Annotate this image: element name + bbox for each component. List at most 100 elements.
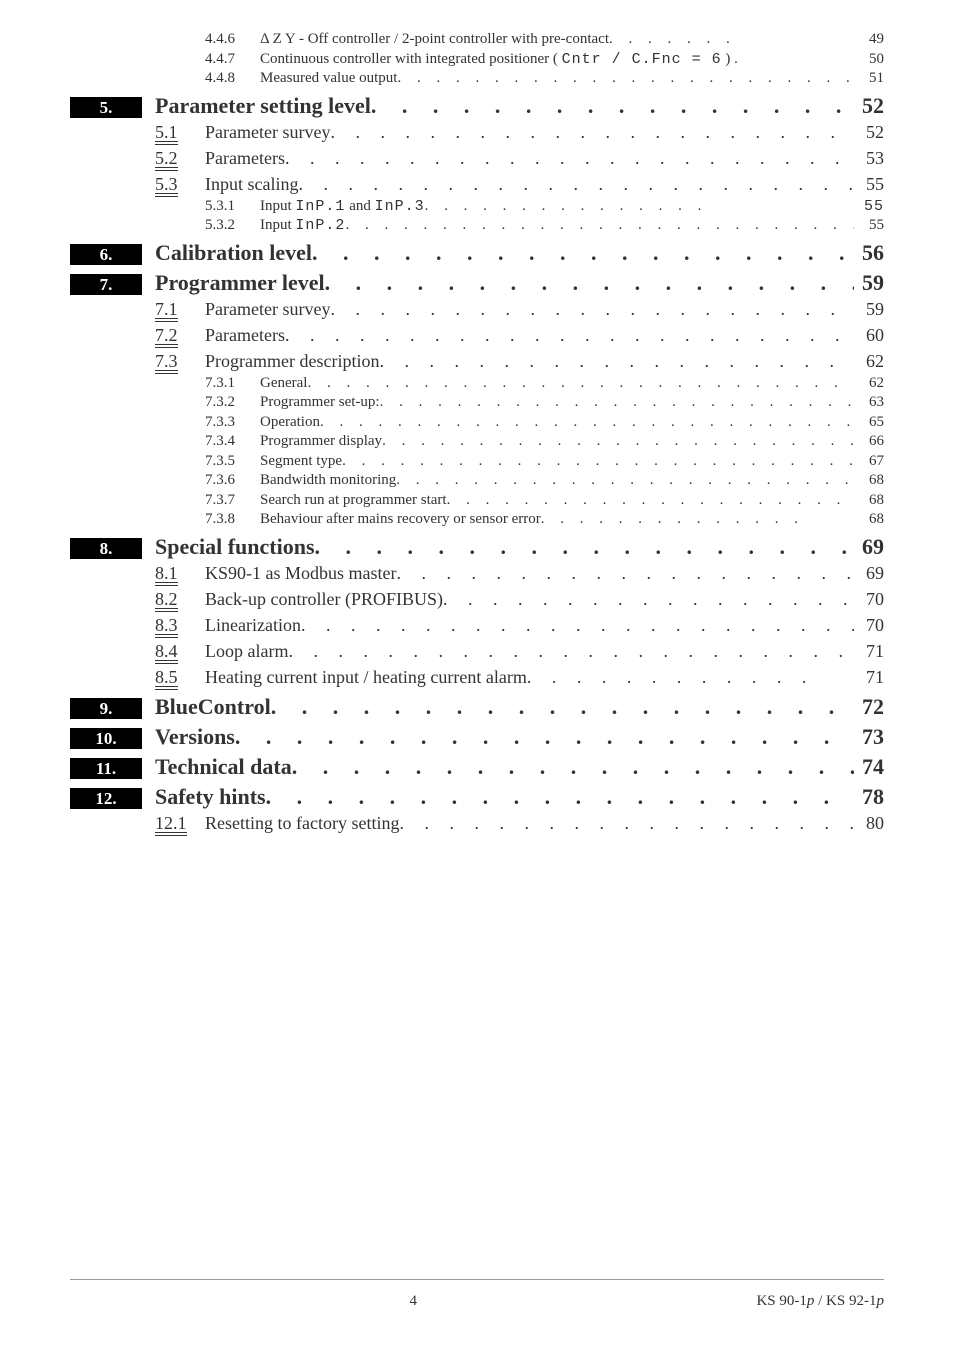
toc-number: 7.1 bbox=[155, 299, 205, 322]
toc-leader: . . . . . . . . . . . . . . . . . . . . … bbox=[379, 351, 854, 372]
toc-number: 7.3.8 bbox=[205, 510, 260, 530]
section-number: 8.3 bbox=[155, 616, 178, 638]
toc-page: 73 bbox=[854, 724, 884, 750]
toc-page: 59 bbox=[854, 270, 884, 296]
toc-number: 7.3.5 bbox=[205, 452, 260, 472]
toc-leader: . . . . . . . . . . . . . . . . . . . . … bbox=[397, 563, 855, 584]
toc-page: 62 bbox=[854, 374, 884, 394]
toc-leader: . . . . . . . . . . . . . . . . . . . . … bbox=[371, 93, 854, 119]
toc-label: Parameters bbox=[205, 148, 285, 169]
toc-page: 70 bbox=[854, 615, 884, 636]
toc-leader: . . . . . . . . . . . . . . . . . . . . … bbox=[271, 694, 854, 720]
toc-leader: . . . . . . . . . . . . . . . . . . . . … bbox=[380, 393, 854, 413]
toc-leader: . . . . . . . . . . . . . . . . . . . . … bbox=[320, 413, 854, 433]
toc-page: 68 bbox=[854, 471, 884, 491]
toc-row: 4.4.6Δ Z Y - Off controller / 2-point co… bbox=[70, 30, 884, 50]
toc-row: 8.1KS90-1 as Modbus master . . . . . . .… bbox=[70, 563, 884, 586]
chapter-box: 10. bbox=[70, 728, 142, 749]
toc-page: 66 bbox=[854, 432, 884, 452]
toc-page: 51 bbox=[854, 69, 884, 89]
section-number: 5.1 bbox=[155, 123, 178, 145]
toc-label: Input scaling bbox=[205, 174, 298, 195]
toc-leader: . . . . . . . . . . . . . . . . . . . . … bbox=[342, 452, 854, 472]
toc-row: 12.1Resetting to factory setting . . . .… bbox=[70, 813, 884, 836]
toc-page: 72 bbox=[854, 694, 884, 720]
toc-row: 9. BlueControl . . . . . . . . . . . . . … bbox=[70, 694, 884, 720]
toc-number: 8.3 bbox=[155, 615, 205, 638]
toc-number: 12. bbox=[70, 788, 155, 809]
toc-number: 7. bbox=[70, 274, 155, 295]
toc-label: Programmer level bbox=[155, 270, 325, 296]
toc-label: Input InP.1 and InP.3 bbox=[260, 197, 425, 217]
toc-row: 4.4.7Continuous controller with integrat… bbox=[70, 50, 884, 70]
toc-number: 5.1 bbox=[155, 122, 205, 145]
section-number: 7.2 bbox=[155, 326, 178, 348]
toc-leader: . . . . . . . . . . . . . . . . . . . . … bbox=[312, 240, 854, 266]
toc-label: Calibration level bbox=[155, 240, 312, 266]
toc-page: 65 bbox=[854, 413, 884, 433]
toc-row: 7.3.8Behaviour after mains recovery or s… bbox=[70, 510, 884, 530]
toc-label: Heating current input / heating current … bbox=[205, 667, 527, 688]
chapter-box: 9. bbox=[70, 698, 142, 719]
toc-leader: . . . . . . . . . . . . . . . . . . . . … bbox=[325, 270, 854, 296]
toc-label: Special functions bbox=[155, 534, 315, 560]
toc-leader: . . . . . . . . . . . . . . . . . . . . … bbox=[345, 216, 854, 236]
toc-row: 7.3Programmer description. . . . . . . .… bbox=[70, 351, 884, 374]
toc-number: 5.2 bbox=[155, 148, 205, 171]
toc-page: 63 bbox=[854, 393, 884, 413]
toc-leader: . . . . . . . bbox=[609, 30, 854, 50]
toc-label: Search run at programmer start bbox=[260, 491, 447, 511]
toc-leader: . . . . . . . . . . . . . . . . . . . bbox=[443, 589, 854, 610]
toc-row: 4.4.8Measured value output. . . . . . . … bbox=[70, 69, 884, 89]
toc-leader: . . . . . . . . . . . . . . . . . . . . … bbox=[235, 724, 854, 750]
toc-leader: . . . . . . . . . . . . . . . . . . . . … bbox=[447, 491, 854, 511]
toc-number: 6. bbox=[70, 244, 155, 265]
toc-row: 7.3.5Segment type. . . . . . . . . . . .… bbox=[70, 452, 884, 472]
toc-row: 5.3.1Input InP.1 and InP.3. . . . . . . … bbox=[70, 197, 884, 217]
toc-number: 8.2 bbox=[155, 589, 205, 612]
toc-number: 8.1 bbox=[155, 563, 205, 586]
toc-number: 5. bbox=[70, 97, 155, 118]
section-number: 5.2 bbox=[155, 149, 178, 171]
toc-label: Programmer display bbox=[260, 432, 382, 452]
toc-page: 55 bbox=[854, 216, 884, 236]
toc-leader: . . . . . . . . . . . . . . . . . . . . … bbox=[301, 615, 854, 636]
toc-label: Parameter setting level bbox=[155, 93, 371, 119]
toc-page: 53 bbox=[854, 148, 884, 169]
toc-page: 67 bbox=[854, 452, 884, 472]
toc-number: 4.4.7 bbox=[205, 50, 260, 70]
toc-leader: . . . . . . . . . . . . . . . . . . . . … bbox=[330, 299, 854, 320]
toc-label: Continuous controller with integrated po… bbox=[260, 50, 738, 70]
chapter-box: 6. bbox=[70, 244, 142, 265]
toc-number: 7.3.6 bbox=[205, 471, 260, 491]
toc-label: Parameter survey bbox=[205, 122, 330, 143]
toc-row: 5.3.2Input InP.2 . . . . . . . . . . . .… bbox=[70, 216, 884, 236]
toc-number: 5.3 bbox=[155, 174, 205, 197]
toc-page: 49 bbox=[854, 30, 884, 50]
toc-row: 10.Versions . . . . . . . . . . . . . . … bbox=[70, 724, 884, 750]
toc-number: 7.3.7 bbox=[205, 491, 260, 511]
toc-number: 7.3.1 bbox=[205, 374, 260, 394]
chapter-box: 11. bbox=[70, 758, 142, 779]
toc-leader: . . . . . . . . . . . . . . . . . . . . … bbox=[298, 174, 854, 195]
chapter-box: 8. bbox=[70, 538, 142, 559]
toc-page: 60 bbox=[854, 325, 884, 346]
toc-page: 56 bbox=[854, 240, 884, 266]
toc-label: Loop alarm bbox=[205, 641, 288, 662]
toc-leader: . . . . . . . . . . . . . . . . . . . . … bbox=[288, 641, 854, 662]
toc-row: 11.Technical data . . . . . . . . . . . … bbox=[70, 754, 884, 780]
toc-page: 70 bbox=[854, 589, 884, 610]
toc-label: Behaviour after mains recovery or sensor… bbox=[260, 510, 541, 530]
toc-page: 55 bbox=[854, 174, 884, 195]
toc-label: Bandwidth monitoring bbox=[260, 471, 396, 491]
toc-label: Measured value output bbox=[260, 69, 397, 89]
doc-id: KS 90-1p / KS 92-1p bbox=[756, 1293, 884, 1310]
toc-page: 52 bbox=[854, 122, 884, 143]
toc-label: BlueControl bbox=[155, 694, 271, 720]
toc-row: 6. Calibration level . . . . . . . . . . … bbox=[70, 240, 884, 266]
toc-label: KS90-1 as Modbus master bbox=[205, 563, 397, 584]
toc-number: 7.3.3 bbox=[205, 413, 260, 433]
toc-label: Parameter survey bbox=[205, 299, 330, 320]
section-number: 7.3 bbox=[155, 352, 178, 374]
toc-label: Segment type bbox=[260, 452, 342, 472]
